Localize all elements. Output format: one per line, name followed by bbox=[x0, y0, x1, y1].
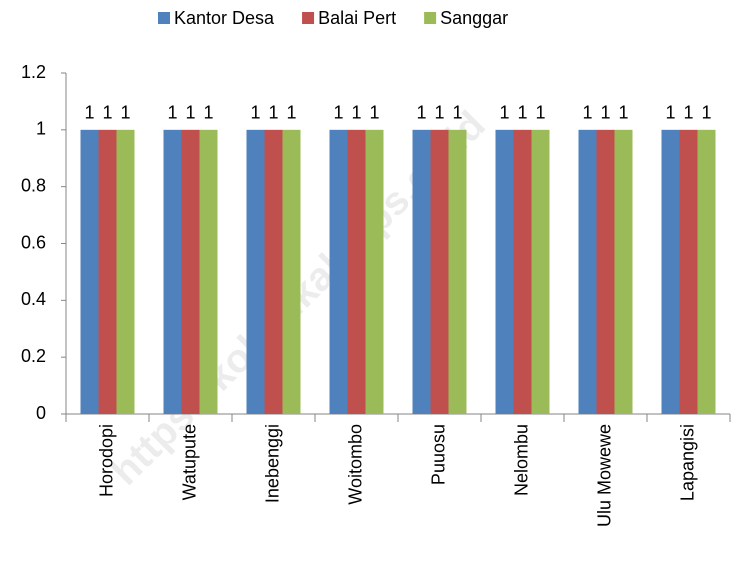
legend-label: Sanggar bbox=[440, 8, 508, 28]
data-label: 1 bbox=[102, 103, 112, 123]
y-tick-label: 1.2 bbox=[21, 62, 46, 82]
data-label: 1 bbox=[683, 103, 693, 123]
data-label: 1 bbox=[701, 103, 711, 123]
bar bbox=[98, 129, 117, 415]
bar bbox=[596, 129, 615, 415]
x-tick-label: Lapangisi bbox=[677, 424, 697, 501]
y-tick-label: 0 bbox=[36, 403, 46, 423]
bar bbox=[116, 129, 135, 415]
x-tick-label: Watupute bbox=[179, 424, 199, 500]
data-label: 1 bbox=[517, 103, 527, 123]
x-tick-label: Ulu Mowewe bbox=[594, 424, 614, 527]
data-label: 1 bbox=[665, 103, 675, 123]
data-label: 1 bbox=[203, 103, 213, 123]
y-tick-label: 0.6 bbox=[21, 232, 46, 252]
data-label: 1 bbox=[582, 103, 592, 123]
y-tick-label: 0.8 bbox=[21, 175, 46, 195]
data-label: 1 bbox=[618, 103, 628, 123]
bar bbox=[264, 129, 283, 415]
data-label: 1 bbox=[434, 103, 444, 123]
data-label: 1 bbox=[600, 103, 610, 123]
legend-label: Balai Pert bbox=[318, 8, 396, 28]
bar bbox=[163, 129, 182, 415]
bar bbox=[181, 129, 200, 415]
data-label: 1 bbox=[452, 103, 462, 123]
data-label: 1 bbox=[84, 103, 94, 123]
bar bbox=[531, 129, 550, 415]
data-label: 1 bbox=[499, 103, 509, 123]
bar bbox=[365, 129, 384, 415]
data-label: 1 bbox=[535, 103, 545, 123]
data-label: 1 bbox=[185, 103, 195, 123]
data-label: 1 bbox=[286, 103, 296, 123]
bar bbox=[347, 129, 366, 415]
x-tick-label: Horodopi bbox=[96, 424, 116, 497]
legend-label: Kantor Desa bbox=[174, 8, 275, 28]
data-label: 1 bbox=[268, 103, 278, 123]
data-label: 1 bbox=[250, 103, 260, 123]
bar bbox=[614, 129, 633, 415]
bar bbox=[448, 129, 467, 415]
data-label: 1 bbox=[369, 103, 379, 123]
bar bbox=[697, 129, 716, 415]
x-tick-label: Nelombu bbox=[511, 424, 531, 496]
data-label: 1 bbox=[167, 103, 177, 123]
data-label: 1 bbox=[120, 103, 130, 123]
bar bbox=[513, 129, 532, 415]
legend-swatch bbox=[302, 12, 315, 24]
y-tick-label: 0.2 bbox=[21, 346, 46, 366]
x-tick-label: Puuosu bbox=[428, 424, 448, 485]
bar bbox=[661, 129, 680, 415]
bar bbox=[679, 129, 698, 415]
bar bbox=[578, 129, 597, 415]
legend-swatch bbox=[158, 12, 170, 24]
bar bbox=[246, 129, 265, 415]
bar bbox=[495, 129, 514, 415]
y-tick-label: 0.4 bbox=[21, 289, 46, 309]
x-tick-label: Inebenggi bbox=[262, 424, 282, 503]
bar bbox=[430, 129, 449, 415]
bar bbox=[199, 129, 218, 415]
data-label: 1 bbox=[351, 103, 361, 123]
bar bbox=[80, 129, 99, 415]
x-tick-label: Woitombo bbox=[345, 424, 365, 505]
data-label: 1 bbox=[416, 103, 426, 123]
bar bbox=[282, 129, 301, 415]
legend-swatch bbox=[424, 12, 437, 24]
data-label: 1 bbox=[333, 103, 343, 123]
bar bbox=[329, 129, 348, 415]
y-tick-label: 1 bbox=[36, 119, 46, 139]
bar bbox=[412, 129, 431, 415]
